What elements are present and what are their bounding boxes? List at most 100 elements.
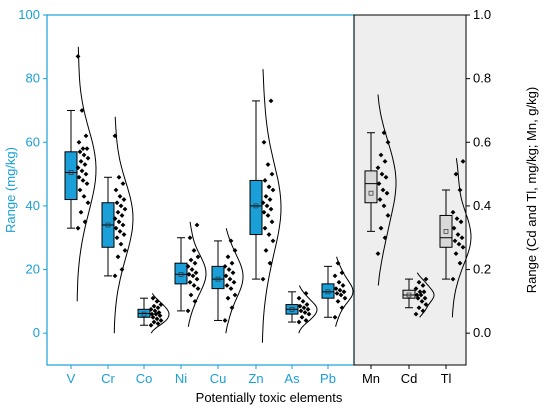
- data-point: [152, 308, 158, 314]
- data-point: [382, 235, 388, 241]
- data-point: [75, 53, 81, 59]
- data-point: [267, 260, 273, 266]
- y-tick-label-right: 0.6: [473, 134, 491, 149]
- data-point: [301, 305, 307, 311]
- data-point: [188, 292, 194, 298]
- data-point: [383, 174, 389, 180]
- data-point: [84, 181, 90, 187]
- data-point: [385, 213, 391, 218]
- data-point: [260, 200, 266, 206]
- density-curve: [113, 116, 134, 334]
- data-point: [450, 276, 456, 282]
- data-point: [190, 273, 196, 279]
- mean-marker: [253, 203, 259, 209]
- y-tick-label-left: 40: [26, 198, 40, 213]
- x-tick-label: Cd: [401, 371, 418, 386]
- data-point: [338, 292, 344, 298]
- data-point: [419, 298, 425, 304]
- mean-marker: [68, 170, 74, 175]
- data-point: [260, 276, 266, 282]
- density-curve: [187, 221, 207, 327]
- data-point: [269, 171, 275, 177]
- data-point: [191, 248, 197, 253]
- data-point: [302, 310, 308, 315]
- box: [211, 265, 225, 290]
- mean-marker: [105, 222, 111, 228]
- data-point: [417, 289, 423, 295]
- data-point: [384, 190, 390, 196]
- y-tick-label-left: 60: [26, 134, 40, 149]
- data-point: [265, 162, 271, 167]
- data-point: [76, 174, 82, 180]
- data-point: [82, 162, 88, 167]
- data-point: [460, 244, 466, 250]
- data-point: [303, 318, 309, 323]
- data-point: [458, 219, 464, 225]
- axes: V Cr Co Ni Cu Zn As Pb Mn Cd Tl 0 20 40 60 80 100 0.0 0.2 0…: [18, 7, 491, 386]
- data-point: [224, 283, 230, 288]
- group-as: [285, 285, 318, 334]
- box: [249, 179, 263, 236]
- mean-marker: [289, 306, 295, 312]
- data-point: [332, 314, 338, 320]
- data-point: [380, 187, 386, 193]
- data-point: [222, 263, 228, 269]
- data-point: [335, 298, 341, 304]
- y-tick-label-left: 0: [33, 325, 40, 340]
- data-point: [185, 308, 191, 314]
- data-point: [154, 316, 160, 322]
- data-point: [342, 295, 348, 301]
- group-tl: [439, 158, 472, 318]
- data-point: [341, 289, 347, 295]
- group-v: [64, 46, 97, 302]
- data-point: [270, 187, 276, 193]
- data-point: [306, 311, 312, 317]
- data-point: [83, 171, 89, 177]
- data-point: [113, 225, 119, 231]
- data-point: [381, 203, 387, 209]
- data-point: [333, 286, 339, 292]
- data-point: [228, 286, 234, 292]
- group-pb: [321, 256, 354, 327]
- data-point: [377, 197, 383, 202]
- box: [402, 289, 416, 299]
- data-point: [379, 171, 385, 177]
- data-point: [75, 225, 81, 231]
- data-point: [262, 178, 268, 183]
- x-tick-label: Pb: [320, 371, 336, 386]
- data-point: [191, 283, 197, 288]
- data-point: [382, 158, 388, 164]
- data-point: [189, 267, 195, 272]
- data-point: [423, 302, 429, 307]
- data-point: [266, 184, 272, 190]
- data-point: [413, 286, 419, 292]
- x-tick-label: Ni: [175, 371, 187, 386]
- density-curve: [377, 94, 397, 286]
- data-point: [116, 174, 122, 180]
- x-tick-label: Tl: [441, 371, 452, 386]
- data-point: [118, 203, 124, 209]
- data-point: [119, 213, 125, 218]
- data-point: [113, 187, 119, 193]
- density-curve: [225, 228, 244, 334]
- y-tick-label-left: 80: [26, 71, 40, 86]
- data-point: [451, 225, 457, 231]
- density-curve: [416, 272, 435, 318]
- density-curve: [451, 158, 472, 318]
- data-point: [378, 152, 384, 158]
- data-point: [225, 254, 231, 260]
- data-point: [84, 146, 90, 152]
- data-point: [261, 139, 267, 145]
- box: [321, 283, 335, 299]
- y-tick-label-right: 1.0: [473, 7, 491, 22]
- data-point: [225, 295, 231, 301]
- data-point: [192, 260, 198, 266]
- data-point: [151, 303, 157, 309]
- data-point: [261, 209, 267, 215]
- data-point: [187, 235, 193, 241]
- x-tick-label: As: [284, 371, 300, 386]
- data-point: [114, 235, 120, 241]
- data-point: [118, 241, 124, 247]
- data-point: [121, 197, 127, 202]
- density-curve: [335, 256, 354, 327]
